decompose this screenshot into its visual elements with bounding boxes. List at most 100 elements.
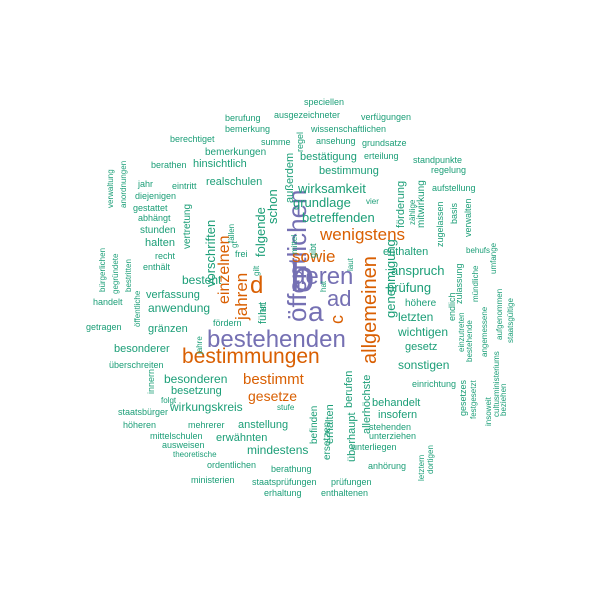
- word-aufgenommen: aufgenommen: [495, 288, 504, 340]
- word-endlich: endlich: [447, 292, 457, 321]
- word-wissenschaftlichen: wissenschaftlichen: [311, 124, 387, 134]
- word-anordnungen: anordnungen: [119, 160, 128, 208]
- word-ordentlichen: ordentlichen: [207, 460, 257, 470]
- word-wirkungskreis: wirkungskreis: [170, 400, 243, 414]
- word-gibt: gibt: [308, 243, 318, 258]
- word-umfange: umfange: [489, 242, 498, 274]
- word-bestehende: bestehende: [465, 320, 474, 362]
- word-vier: vier: [366, 197, 379, 206]
- word-aufstellung: aufstellung: [432, 183, 476, 193]
- word-graenzen: gränzen: [148, 323, 188, 335]
- word-ausweisen: ausweisen: [162, 440, 205, 450]
- word-stehenden: stehenden: [369, 422, 412, 432]
- word-wirksamkeit: wirksamkeit: [298, 181, 366, 196]
- word-mitwirkung: mitwirkung: [416, 180, 427, 228]
- word-ueberhaupt: überhaupt: [346, 412, 358, 462]
- word-innern: innern: [146, 368, 156, 394]
- word-speciellen: speciellen: [304, 97, 345, 107]
- word-anwendung: anwendung: [148, 301, 211, 315]
- word-ad: ad: [327, 286, 352, 311]
- word-gestattet: gestattet: [133, 203, 168, 213]
- word-behufs: behufs: [466, 246, 491, 255]
- word-gegruendete: gegründete: [111, 253, 120, 294]
- word-getragen: getragen: [86, 322, 122, 332]
- word-hat: hat: [319, 280, 328, 292]
- word-regelung: regelung: [431, 165, 467, 175]
- word-besteht: besteht: [182, 273, 222, 287]
- word-anstellung: anstellung: [238, 419, 289, 431]
- word-wichtigen: wichtigen: [398, 325, 449, 339]
- word-b: b: [290, 252, 315, 301]
- word-besonderen: besonderen: [164, 372, 228, 386]
- word-befinden: befinden: [309, 405, 320, 444]
- word-bemerkungen: bemerkungen: [205, 147, 267, 158]
- word-vertretung: vertretung: [182, 203, 193, 249]
- word-ausserdem: außerdem: [284, 152, 296, 203]
- word-staatspruefungen: staatsprüfungen: [252, 477, 317, 487]
- word-verwaltung: verwaltung: [106, 169, 115, 208]
- word-mittel: mittel: [290, 234, 299, 254]
- word-besetzung: besetzung: [171, 385, 222, 397]
- word-summe: summe: [261, 137, 291, 147]
- word-ersetzen: ersetzen: [322, 421, 333, 460]
- word-grundsatze: grundsatze: [362, 138, 407, 148]
- word-beziehen: beziehen: [499, 383, 508, 416]
- word-pruefungen: prüfungen: [331, 477, 372, 487]
- word-bemerkung: bemerkung: [225, 124, 271, 134]
- word-zaehlige: zählige: [408, 199, 417, 225]
- word-gesetz: gesetz: [405, 341, 438, 353]
- word-hoehere: höhere: [405, 298, 437, 309]
- word-zugelassen: zugelassen: [435, 201, 445, 247]
- word-ueberschreiten: überschreiten: [109, 360, 164, 370]
- word-berathen: berathen: [151, 160, 187, 170]
- word-abhaengt: abhängt: [138, 213, 171, 223]
- word-regel: regel: [295, 131, 305, 152]
- word-allgemeinen: allgemeinen: [359, 256, 381, 364]
- word-mindestens: mindestens: [247, 443, 309, 457]
- word-recht: recht: [155, 251, 176, 261]
- word-mehrerer: mehrerer: [188, 420, 225, 430]
- word-bestehenden: bestehenden: [207, 326, 346, 353]
- word-bestaetigung: bestätigung: [300, 151, 357, 163]
- word-jahre: jahre: [195, 336, 204, 354]
- word-behandelt: behandelt: [372, 397, 421, 409]
- word-anhoerung: anhörung: [368, 461, 407, 471]
- word-unterliegen: unterliegen: [352, 442, 397, 452]
- word-festgesetzt: festgesetzt: [469, 380, 478, 419]
- word-stufe: stufe: [277, 403, 295, 412]
- word-basis: basis: [449, 202, 459, 224]
- word-sonstigen: sonstigen: [398, 358, 450, 372]
- word-verfassung: verfassung: [146, 289, 200, 301]
- word-ist: ist: [259, 304, 268, 312]
- word-unterziehen: unterziehen: [369, 431, 417, 441]
- word-bestimmung: bestimmung: [319, 165, 379, 177]
- word-oeffentliche: öffentliche: [133, 290, 142, 327]
- word-enthaltenen: enthaltenen: [321, 488, 369, 498]
- word-eintritt: eintritt: [172, 181, 197, 191]
- word-erwaehnten: erwähnten: [216, 432, 268, 444]
- word-a: a: [308, 296, 324, 327]
- word-schon: schon: [265, 189, 280, 224]
- word-dortigen: dortigen: [426, 445, 435, 474]
- word-gt: gt: [230, 241, 239, 248]
- word-stunden: stunden: [140, 225, 176, 236]
- word-ministerien: ministerien: [191, 475, 235, 485]
- word-halten: halten: [145, 237, 175, 249]
- word-gesetzes: gesetzes: [458, 379, 468, 416]
- word-deren: deren: [292, 263, 354, 290]
- word-jahren: jahren: [232, 272, 251, 320]
- word-erhaltung: erhaltung: [264, 488, 302, 498]
- word-besonderer: besonderer: [114, 343, 170, 355]
- word-berathung: berathung: [271, 464, 312, 474]
- word-berufen: berufen: [343, 370, 355, 408]
- word-verfuegungen: verfügungen: [361, 112, 412, 122]
- word-theoretische: theoretische: [173, 450, 217, 459]
- word-ausgezeichneter: ausgezeichneter: [274, 110, 341, 120]
- word-bestritten: bestritten: [124, 259, 133, 292]
- word-jahr: jahr: [138, 179, 154, 189]
- word-berufung: berufung: [225, 113, 261, 123]
- word-standpunkte: standpunkte: [413, 155, 463, 165]
- word-enthaelt: enthält: [143, 262, 171, 272]
- word-pruefung: prüfung: [387, 280, 432, 295]
